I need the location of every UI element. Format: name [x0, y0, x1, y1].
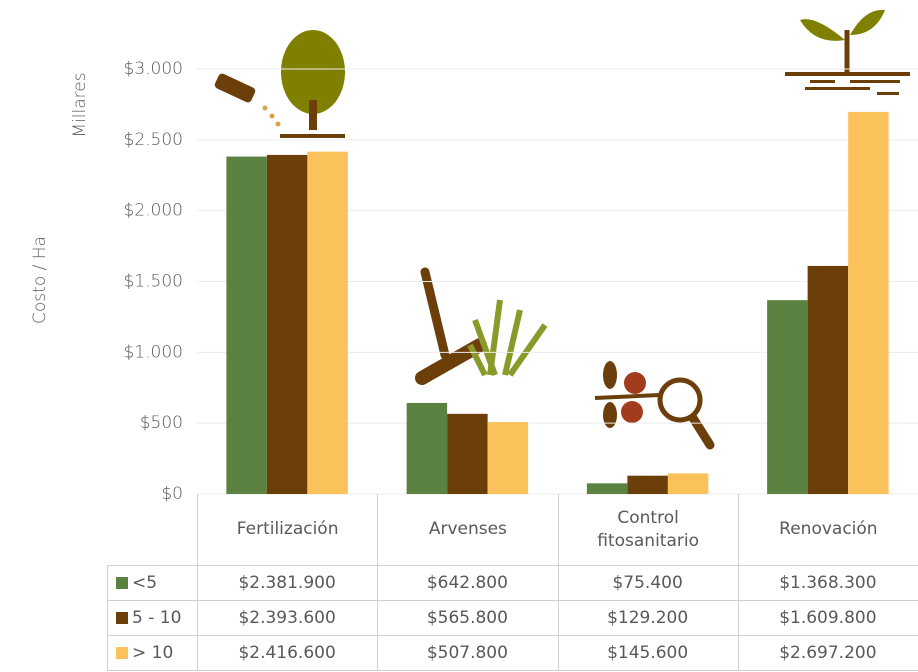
bar — [807, 265, 849, 494]
table-value: $507.800 — [377, 635, 559, 671]
table-value: $145.600 — [557, 635, 739, 671]
legend-label: 5 - 10 — [132, 608, 182, 628]
legend-swatch — [116, 612, 128, 624]
bar — [447, 413, 488, 494]
category-header: Control fitosanitario — [557, 494, 739, 565]
y-tick-label: $2.000 — [124, 201, 183, 221]
x-tick-label: Renovación — [779, 519, 878, 540]
bar — [487, 422, 529, 494]
x-tick-label: Arvenses — [428, 519, 507, 540]
pest-control-icon — [594, 361, 715, 450]
bar — [586, 483, 628, 494]
legend-label: > 10 — [132, 643, 174, 663]
table-value: $1.609.800 — [737, 600, 918, 636]
y-tick-label: $0 — [161, 484, 183, 504]
y-tick-label: $1.500 — [124, 272, 183, 292]
category-header: Fertilización — [197, 494, 379, 565]
table-value: $565.800 — [377, 600, 559, 636]
weeding-icon — [415, 267, 548, 385]
table-value: $75.400 — [557, 565, 739, 601]
table-value: $2.393.600 — [197, 600, 379, 636]
bar — [406, 402, 448, 494]
table-value: $642.800 — [377, 565, 559, 601]
y-tick-label: $1.000 — [124, 342, 183, 362]
table-value: $2.416.600 — [197, 635, 379, 671]
bar — [627, 475, 668, 494]
legend-cell: <5 — [107, 565, 198, 601]
y-tick-label: $3.000 — [124, 59, 183, 79]
legend-swatch — [116, 647, 128, 659]
table-value: $2.697.200 — [737, 635, 918, 671]
y-unit-label: Millares — [70, 72, 90, 137]
plant-icon — [785, 9, 910, 95]
legend-label: <5 — [132, 573, 158, 593]
y-axis-label: Costo / Ha — [30, 236, 50, 324]
icons — [214, 9, 910, 450]
tree-icon — [214, 30, 345, 138]
y-tick-label: $500 — [140, 413, 183, 433]
bar — [667, 473, 709, 494]
bar — [767, 300, 808, 494]
table-value: $1.368.300 — [737, 565, 918, 601]
table-value: $129.200 — [557, 600, 739, 636]
legend-cell: 5 - 10 — [107, 600, 198, 636]
bar — [266, 154, 308, 494]
x-tick-label: Control fitosanitario — [597, 507, 699, 551]
legend-swatch — [116, 577, 128, 589]
legend-cell: > 10 — [107, 635, 198, 671]
category-header: Renovación — [737, 494, 918, 565]
x-tick-label: Fertilización — [236, 519, 339, 540]
table-value: $2.381.900 — [197, 565, 379, 601]
bar — [307, 151, 348, 495]
category-header: Arvenses — [377, 494, 559, 565]
y-tick-label: $2.500 — [124, 130, 183, 150]
bar — [848, 111, 889, 494]
bar — [226, 156, 267, 495]
